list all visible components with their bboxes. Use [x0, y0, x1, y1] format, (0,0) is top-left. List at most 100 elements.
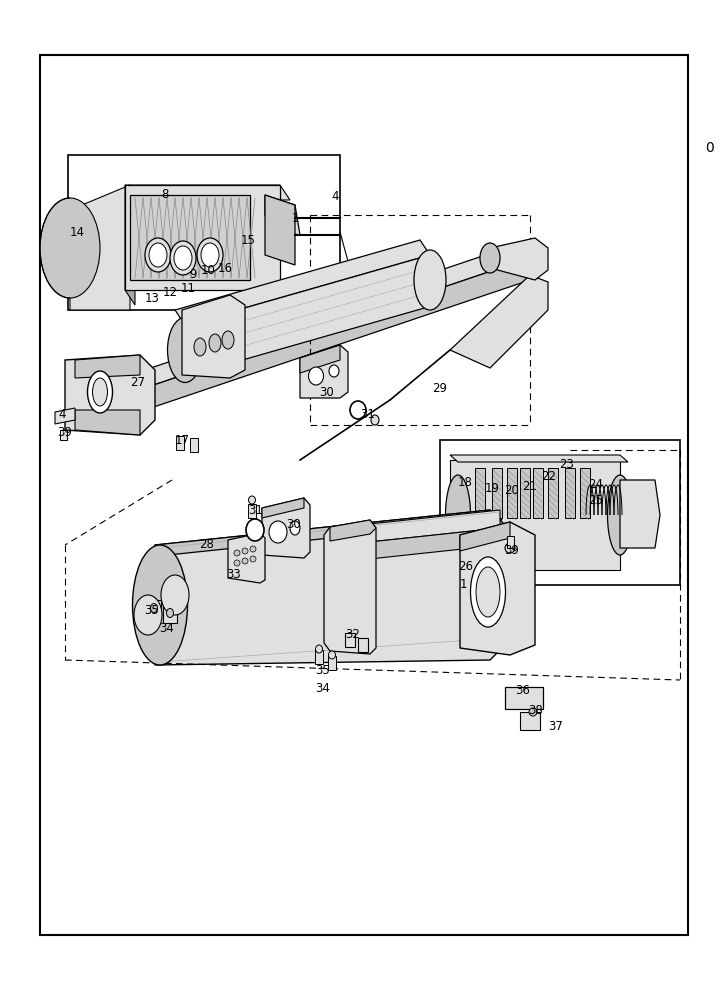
Text: 19: 19 — [485, 482, 499, 494]
Ellipse shape — [529, 708, 537, 716]
Text: 26: 26 — [459, 560, 473, 574]
Ellipse shape — [315, 645, 323, 653]
Text: 24: 24 — [588, 478, 604, 490]
Bar — [530, 712, 537, 730]
Ellipse shape — [505, 543, 515, 553]
Ellipse shape — [167, 318, 202, 382]
Polygon shape — [125, 185, 135, 305]
Bar — [507, 468, 517, 518]
Polygon shape — [490, 238, 548, 280]
Ellipse shape — [414, 250, 446, 310]
Text: 1: 1 — [291, 212, 298, 225]
Polygon shape — [155, 510, 510, 665]
Text: 17: 17 — [175, 434, 189, 446]
Ellipse shape — [209, 334, 221, 352]
Ellipse shape — [480, 243, 500, 273]
Ellipse shape — [470, 557, 505, 627]
Text: 18: 18 — [458, 476, 472, 488]
Polygon shape — [300, 345, 340, 373]
Bar — [130, 195, 250, 280]
Ellipse shape — [607, 475, 633, 555]
Bar — [248, 504, 256, 518]
Polygon shape — [360, 528, 500, 560]
Circle shape — [242, 558, 248, 564]
Bar — [565, 468, 575, 518]
Text: 16: 16 — [218, 261, 232, 274]
Text: 39: 39 — [505, 544, 520, 558]
Polygon shape — [155, 510, 502, 555]
Polygon shape — [228, 533, 265, 583]
Text: 22: 22 — [542, 471, 556, 484]
Polygon shape — [65, 355, 155, 435]
Text: 25: 25 — [588, 493, 604, 506]
Bar — [163, 605, 177, 623]
Circle shape — [250, 556, 256, 562]
Polygon shape — [450, 455, 628, 462]
Bar — [147, 600, 161, 618]
Circle shape — [234, 550, 240, 556]
Text: 39: 39 — [58, 426, 73, 440]
Bar — [60, 430, 67, 440]
Text: 12: 12 — [162, 286, 178, 300]
Bar — [328, 656, 336, 670]
Polygon shape — [70, 185, 130, 310]
Text: 34: 34 — [159, 621, 175, 635]
Text: 10: 10 — [200, 264, 215, 277]
Text: 15: 15 — [240, 233, 256, 246]
Polygon shape — [262, 498, 310, 558]
Ellipse shape — [161, 575, 189, 615]
Text: 33: 33 — [226, 568, 242, 582]
Polygon shape — [130, 258, 530, 415]
Ellipse shape — [246, 519, 264, 541]
Ellipse shape — [329, 365, 339, 377]
Text: 8: 8 — [162, 188, 169, 202]
Bar — [358, 638, 368, 652]
Circle shape — [250, 546, 256, 552]
Bar — [40, 55, 688, 935]
Ellipse shape — [290, 521, 300, 535]
Ellipse shape — [222, 331, 234, 349]
Bar — [190, 438, 198, 452]
Polygon shape — [360, 510, 500, 543]
Bar — [315, 650, 323, 664]
Polygon shape — [262, 498, 304, 518]
Bar — [520, 468, 530, 518]
Bar — [580, 468, 590, 518]
Text: 37: 37 — [549, 720, 563, 732]
Polygon shape — [330, 520, 376, 541]
Circle shape — [242, 548, 248, 554]
Bar — [548, 468, 558, 518]
Text: 9: 9 — [189, 267, 197, 280]
Polygon shape — [620, 480, 660, 548]
Bar — [440, 440, 680, 585]
Polygon shape — [55, 408, 75, 424]
Ellipse shape — [92, 378, 108, 406]
Polygon shape — [450, 275, 548, 368]
Text: 30: 30 — [287, 518, 301, 530]
Ellipse shape — [350, 401, 366, 419]
Polygon shape — [75, 410, 140, 435]
Polygon shape — [175, 240, 430, 325]
Bar — [176, 436, 184, 450]
Polygon shape — [75, 355, 140, 378]
Polygon shape — [265, 195, 300, 235]
Text: 20: 20 — [505, 484, 520, 496]
Text: 38: 38 — [529, 704, 543, 716]
Text: 11: 11 — [181, 282, 196, 296]
Text: 4: 4 — [331, 190, 339, 202]
Ellipse shape — [174, 246, 192, 270]
Ellipse shape — [269, 521, 287, 543]
Text: 35: 35 — [145, 603, 159, 616]
Bar — [475, 468, 485, 518]
Text: 21: 21 — [523, 480, 537, 492]
Polygon shape — [460, 522, 535, 655]
Ellipse shape — [446, 475, 470, 555]
Text: 0: 0 — [705, 141, 714, 155]
Polygon shape — [185, 255, 435, 375]
Ellipse shape — [475, 530, 525, 640]
Text: 32: 32 — [346, 629, 360, 642]
Ellipse shape — [87, 371, 113, 413]
Polygon shape — [125, 185, 280, 290]
Polygon shape — [450, 460, 620, 570]
Text: 31: 31 — [360, 408, 376, 422]
